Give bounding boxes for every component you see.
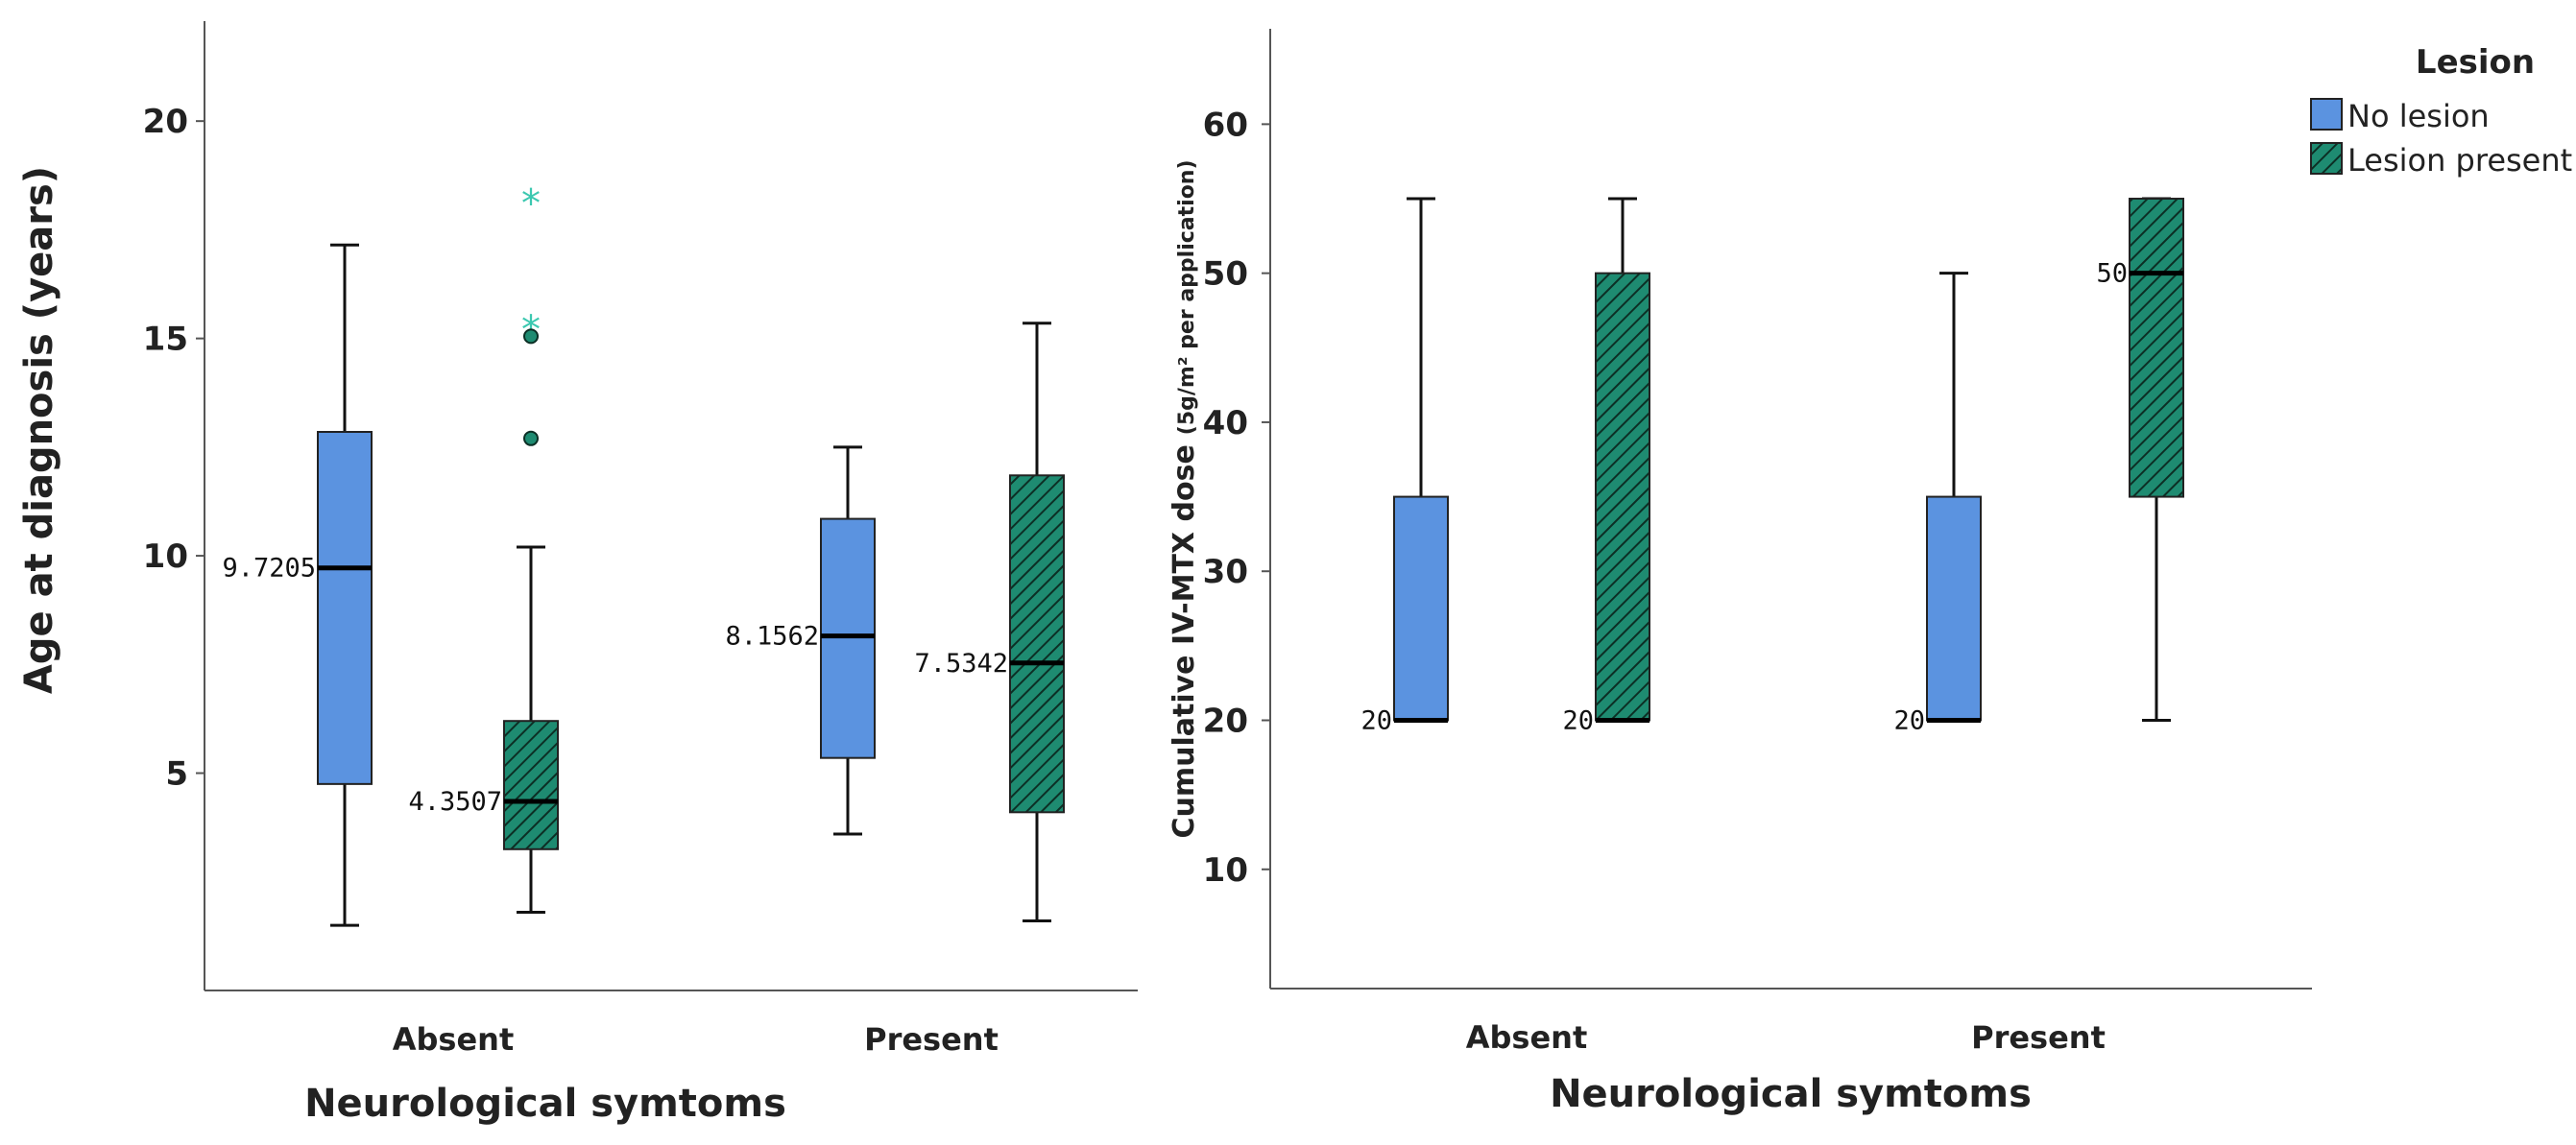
left-y-axis-label: Age at diagnosis (years)	[17, 166, 61, 694]
right-no-lesion-present-median-label: 20	[1893, 705, 1925, 735]
legend-title: Lesion	[2416, 43, 2535, 82]
right-no-lesion-present-iqr-rect	[1926, 495, 1982, 722]
right-no-lesion-absent-median-label: 20	[1360, 705, 1392, 735]
right-y-tick-label-50: 50	[1203, 255, 1248, 294]
right-y-axis-label: Cumulative IV-MTX dose (5g/m² per applica…	[1168, 159, 1201, 838]
left-y-tick-label-15: 15	[143, 321, 188, 359]
dose-boxplot-chart: 10 20 30 40 50 60 20 20 20 50 Absent Present Neu…	[1168, 29, 2312, 1116]
left-no-lesion-present-box: 8.1562	[725, 445, 876, 836]
left-no-lesion-absent-median-label: 9.7205	[222, 554, 316, 584]
right-cat-label-absent: Absent	[1466, 1019, 1588, 1056]
left-no-lesion-absent-box: 9.7205	[222, 243, 373, 927]
left-lesion-present-absent-median-label: 4.3507	[408, 787, 502, 817]
left-no-lesion-present-iqr-rect	[820, 517, 876, 759]
right-lesion-present-absent-iqr-rect	[1595, 272, 1650, 722]
left-lesion-present-absent-outlier-circle-2	[523, 328, 539, 345]
left-x-axis-label: Neurological symtoms	[304, 1082, 786, 1126]
left-lesion-present-absent-outlier-circle-3	[523, 430, 539, 446]
left-cat-label-absent: Absent	[393, 1021, 515, 1058]
right-y-tick-label-20: 20	[1203, 702, 1248, 740]
right-y-axis-label-main: Cumulative IV-MTX dose	[1168, 444, 1201, 838]
left-y-tick-label-10: 10	[143, 537, 188, 576]
left-y-tick-label-5: 5	[165, 755, 188, 794]
legend-swatch-no-lesion	[2310, 98, 2343, 131]
legend-label-lesion-present: Lesion present	[2347, 142, 2572, 179]
right-y-tick-label-60: 60	[1203, 106, 1248, 144]
right-lesion-present-present-iqr-rect	[2129, 198, 2184, 498]
right-lesion-present-present-box: 50	[2096, 197, 2184, 722]
left-lesion-present-present-iqr-rect	[1009, 474, 1065, 814]
left-cat-label-present: Present	[864, 1021, 999, 1058]
legend: Lesion No lesion Lesion present	[2310, 43, 2572, 179]
right-y-ticks: 10 20 30 40 50 60	[1203, 106, 1270, 890]
left-no-lesion-absent-iqr-rect	[317, 431, 373, 785]
right-y-tick-label-30: 30	[1203, 553, 1248, 591]
legend-swatch-lesion-present	[2310, 142, 2343, 175]
right-x-axis-label: Neurological symtoms	[1550, 1072, 2032, 1116]
right-lesion-present-absent-box: 20	[1562, 197, 1650, 735]
legend-label-no-lesion: No lesion	[2347, 98, 2490, 134]
right-lesion-present-present-median-label: 50	[2096, 259, 2128, 289]
right-boxes: 20 20 20 50	[1360, 197, 2184, 735]
left-lesion-present-present-median-label: 7.5342	[914, 649, 1008, 679]
left-lesion-present-absent-outlier-star-0: *	[521, 182, 541, 227]
left-lesion-present-absent-box: 4.3507**	[408, 182, 559, 914]
right-no-lesion-absent-iqr-rect	[1393, 495, 1449, 722]
left-y-tick-label-20: 20	[143, 103, 188, 141]
left-no-lesion-present-median-label: 8.1562	[725, 622, 819, 652]
left-y-ticks: 5 10 15 20	[143, 103, 205, 794]
right-no-lesion-present-box: 20	[1893, 272, 1982, 735]
right-lesion-present-absent-median-label: 20	[1562, 705, 1594, 735]
right-y-axis-label-unit: (5g/m² per application)	[1175, 159, 1199, 435]
left-lesion-present-present-box: 7.5342	[914, 322, 1065, 923]
left-lesion-present-absent-iqr-rect	[503, 720, 559, 850]
right-y-tick-label-40: 40	[1203, 404, 1248, 442]
right-y-tick-label-10: 10	[1203, 851, 1248, 890]
right-no-lesion-absent-box: 20	[1360, 197, 1449, 735]
right-cat-label-present: Present	[1971, 1019, 2106, 1056]
